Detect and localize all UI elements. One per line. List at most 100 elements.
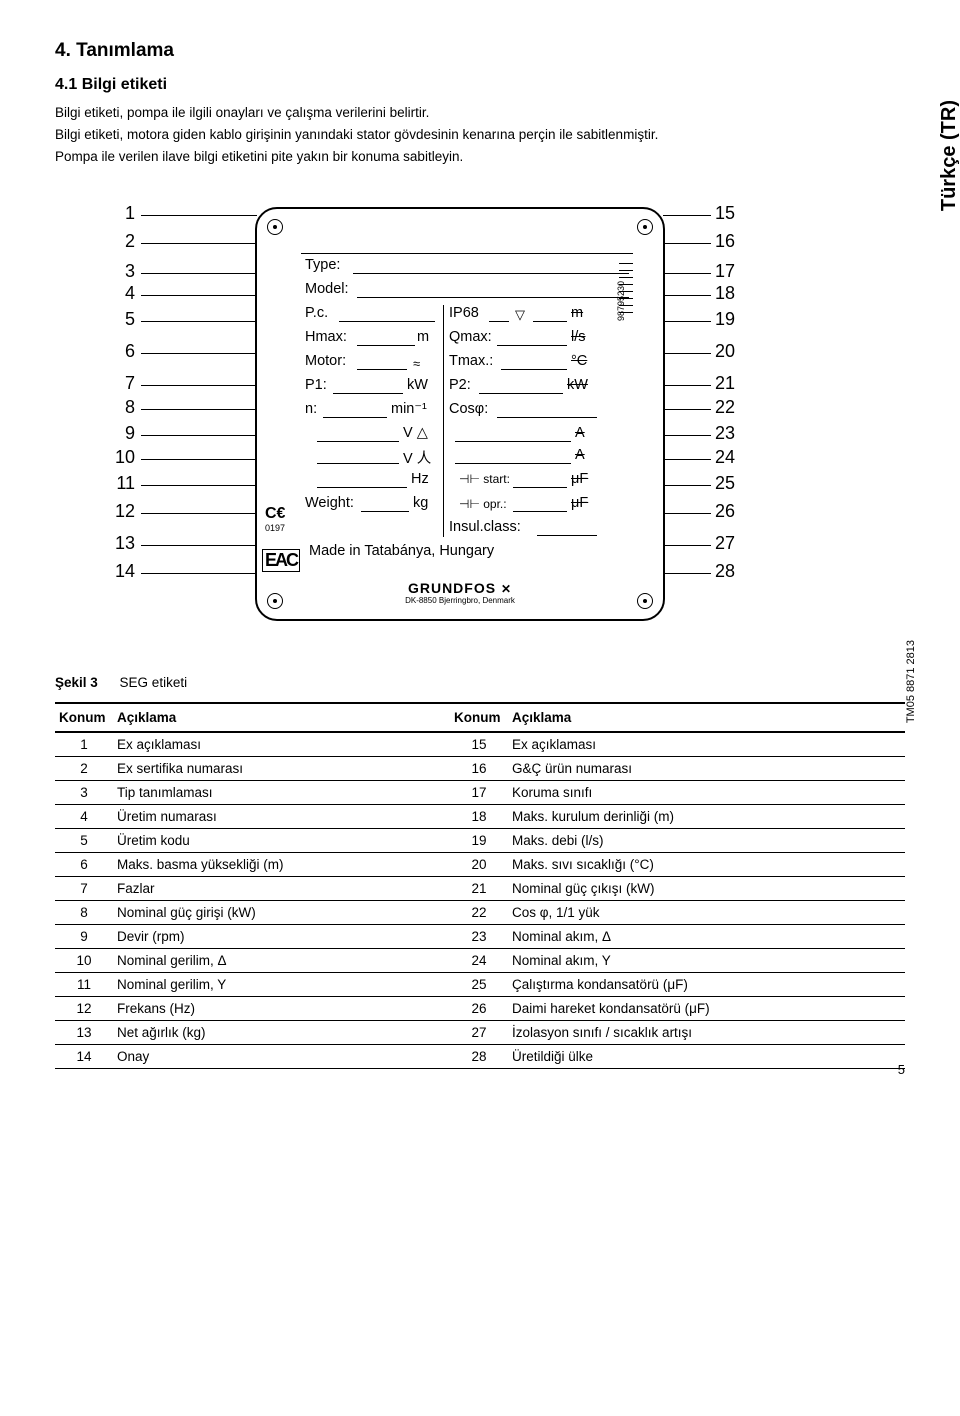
rule (317, 441, 399, 442)
plate-pc-label: P.c. (305, 305, 328, 321)
eac-mark-icon: EAC (262, 549, 300, 572)
callout-number: 18 (715, 283, 735, 304)
cell-description: Nominal güç çıkışı (kW) (508, 876, 905, 900)
leader-line (663, 353, 711, 354)
col-konum-2: Konum (450, 703, 508, 732)
figure-code-vertical: TM05 8871 2813 (905, 640, 917, 723)
rule (479, 393, 563, 394)
col-konum-1: Konum (55, 703, 113, 732)
cell-description: Nominal akım, Δ (508, 924, 905, 948)
leader-line (141, 459, 257, 460)
callout-number: 6 (105, 341, 135, 362)
cell-description: Ex açıklaması (113, 732, 450, 757)
cell-position: 10 (55, 948, 113, 972)
leader-line (663, 385, 711, 386)
callout-number: 3 (105, 261, 135, 282)
grundfos-logo: GRUNDFOS ✕ DK-8850 Bjerringbro, Denmark (257, 580, 663, 605)
rule (333, 393, 403, 394)
figure-number: Şekil 3 (55, 675, 98, 690)
cell-description: Devir (rpm) (113, 924, 450, 948)
plate-qmax-label: Qmax: (449, 329, 492, 345)
cell-position: 17 (450, 780, 508, 804)
cell-description: Maks. basma yüksekliği (m) (113, 852, 450, 876)
table-row: 13Net ağırlık (kg)27İzolasyon sınıfı / s… (55, 1020, 905, 1044)
rule (339, 321, 435, 322)
rule (361, 511, 409, 512)
page-number: 5 (898, 1062, 905, 1077)
rule (537, 535, 597, 536)
brand-text: GRUNDFOS (408, 580, 496, 596)
cell-description: Fazlar (113, 876, 450, 900)
plate-depth-unit: m (571, 305, 583, 321)
rule (317, 463, 399, 464)
leader-line (663, 435, 711, 436)
cell-position: 26 (450, 996, 508, 1020)
rule (489, 321, 509, 322)
cell-position: 9 (55, 924, 113, 948)
plate-weight-label: Weight: (305, 495, 354, 511)
cell-position: 13 (55, 1020, 113, 1044)
leader-line (663, 409, 711, 410)
section-heading: 4. Tanımlama (55, 40, 905, 62)
leader-line (141, 353, 257, 354)
cell-description: Cos φ, 1/1 yük (508, 900, 905, 924)
cell-position: 7 (55, 876, 113, 900)
callout-number: 1 (105, 203, 135, 224)
screw-icon (637, 219, 653, 235)
cell-description: Nominal gerilim, Δ (113, 948, 450, 972)
plate-motor-label: Motor: (305, 353, 346, 369)
callout-number: 28 (715, 561, 735, 582)
cell-position: 28 (450, 1044, 508, 1068)
cell-description: İzolasyon sınıfı / sıcaklık artışı (508, 1020, 905, 1044)
cell-description: Üretim numarası (113, 804, 450, 828)
table-row: 14Onay28Üretildiği ülke (55, 1044, 905, 1068)
cell-position: 4 (55, 804, 113, 828)
col-aciklama-1: Açıklama (113, 703, 450, 732)
cell-position: 21 (450, 876, 508, 900)
cell-description: Nominal güç girişi (kW) (113, 900, 450, 924)
table-row: 1Ex açıklaması15Ex açıklaması (55, 732, 905, 757)
cell-position: 25 (450, 972, 508, 996)
callout-number: 25 (715, 473, 735, 494)
callout-number: 16 (715, 231, 735, 252)
leader-line (141, 545, 257, 546)
leader-line (141, 485, 257, 486)
cell-position: 19 (450, 828, 508, 852)
plate-p2-label: P2: (449, 377, 471, 393)
callout-number: 8 (105, 397, 135, 418)
callout-number: 17 (715, 261, 735, 282)
cell-position: 15 (450, 732, 508, 757)
leader-line (663, 485, 711, 486)
callout-number: 11 (105, 473, 135, 494)
table-row: 7Fazlar21Nominal güç çıkışı (kW) (55, 876, 905, 900)
cell-position: 5 (55, 828, 113, 852)
cell-position: 11 (55, 972, 113, 996)
leader-line (663, 545, 711, 546)
plate-p1-label: P1: (305, 377, 327, 393)
leader-line (663, 215, 711, 216)
rule (455, 463, 571, 464)
cell-position: 1 (55, 732, 113, 757)
callout-number: 13 (105, 533, 135, 554)
plate-p2-unit: kW (567, 377, 588, 393)
leader-line (141, 409, 257, 410)
cell-position: 8 (55, 900, 113, 924)
plate-hz-label: Hz (411, 471, 429, 487)
callout-number: 4 (105, 283, 135, 304)
plate-tmax-unit: °C (571, 353, 587, 369)
leader-line (141, 215, 257, 216)
wave-icon: ≈ (413, 356, 420, 371)
plate-opr-label: ⊣⊢ opr.: (459, 497, 507, 511)
col-aciklama-2: Açıklama (508, 703, 905, 732)
table-row: 10Nominal gerilim, Δ24Nominal akım, Y (55, 948, 905, 972)
nameplate-diagram: 1234567891011121314 15161718192021222324… (75, 185, 845, 665)
plate-model-label: Model: (305, 281, 349, 297)
divider (443, 305, 444, 537)
plate-n-unit: min⁻¹ (391, 401, 427, 417)
triangle-down-icon: ▽ (515, 307, 525, 323)
figure-caption: Şekil 3 SEG etiketi (55, 675, 905, 690)
cell-description: Koruma sınıfı (508, 780, 905, 804)
plate-n-label: n: (305, 401, 317, 417)
callout-number: 27 (715, 533, 735, 554)
leader-line (141, 295, 257, 296)
